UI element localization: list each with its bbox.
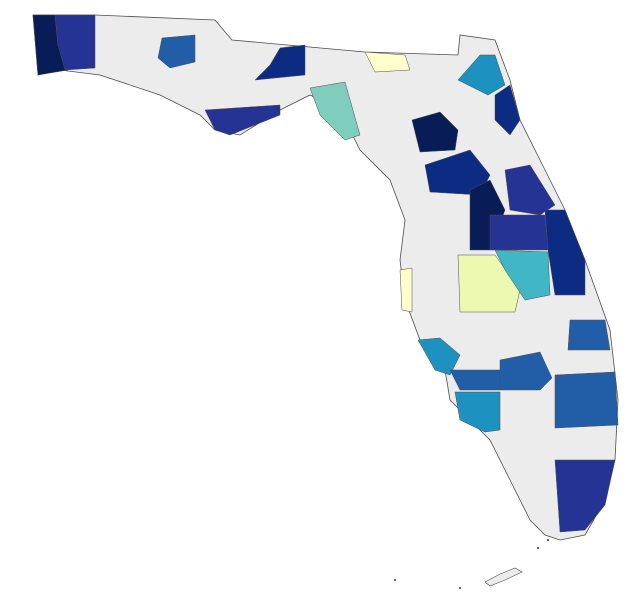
county: [411, 111, 459, 153]
county: [454, 391, 501, 433]
county: [494, 249, 551, 301]
county: [417, 337, 461, 376]
county: [494, 84, 521, 136]
key: [537, 547, 539, 549]
key: [394, 579, 396, 581]
county: [457, 54, 506, 96]
county: [254, 44, 306, 81]
keys: [394, 539, 549, 589]
key: [547, 539, 549, 541]
county: [554, 371, 619, 429]
key: [484, 567, 523, 587]
county: [567, 319, 611, 351]
county: [399, 267, 413, 313]
key: [459, 587, 461, 589]
county: [499, 351, 553, 391]
counties: [32, 14, 619, 533]
county: [554, 459, 616, 533]
county: [364, 51, 411, 73]
county: [204, 104, 281, 136]
county: [544, 209, 586, 296]
county: [489, 214, 549, 251]
county: [309, 81, 361, 141]
county: [54, 14, 96, 71]
county: [157, 34, 196, 69]
